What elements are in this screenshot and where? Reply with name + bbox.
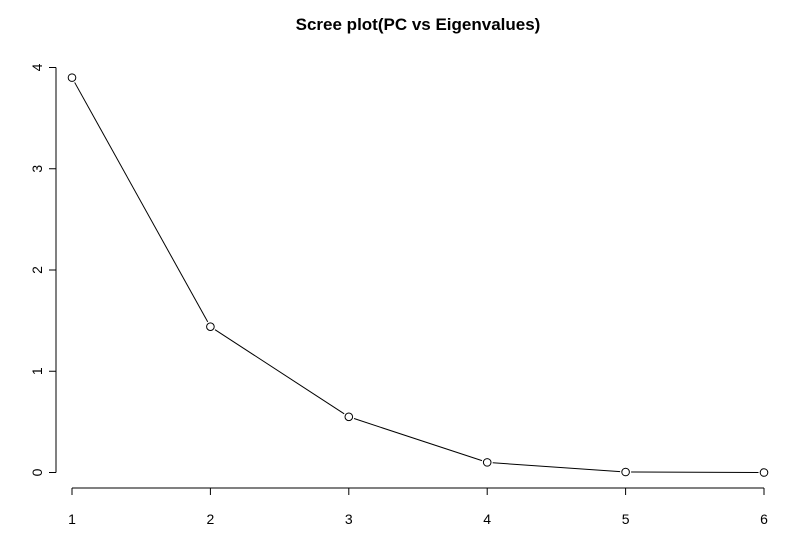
series-line-segment: [353, 418, 483, 462]
y-tick-label: 2: [29, 266, 45, 274]
y-axis: 0 1 2 3 4: [29, 63, 57, 476]
series-line-segment: [74, 82, 209, 323]
series-line-segment: [492, 462, 621, 473]
x-tick-label: 1: [68, 511, 76, 527]
data-point: [621, 467, 630, 477]
data-point: [759, 468, 769, 477]
series-line-segment: [214, 329, 345, 415]
data-point: [206, 322, 215, 332]
x-axis: 1 2 3 4 5 6: [68, 487, 768, 527]
y-tick-label: 1: [29, 367, 45, 375]
data-point: [67, 73, 77, 82]
y-tick-label: 4: [29, 63, 45, 71]
chart-title: Scree plot(PC vs Eigenvalues): [296, 15, 541, 34]
data-point: [344, 412, 354, 422]
y-tick-label: 3: [29, 165, 45, 173]
y-tick-label: 0: [29, 468, 45, 476]
x-tick-label: 5: [622, 511, 630, 527]
x-tick-label: 4: [483, 511, 491, 527]
x-tick-label: 6: [760, 511, 768, 527]
data-point: [482, 458, 492, 467]
x-tick-label: 3: [345, 511, 353, 527]
x-tick-label: 2: [207, 511, 215, 527]
series-group: [67, 73, 769, 477]
